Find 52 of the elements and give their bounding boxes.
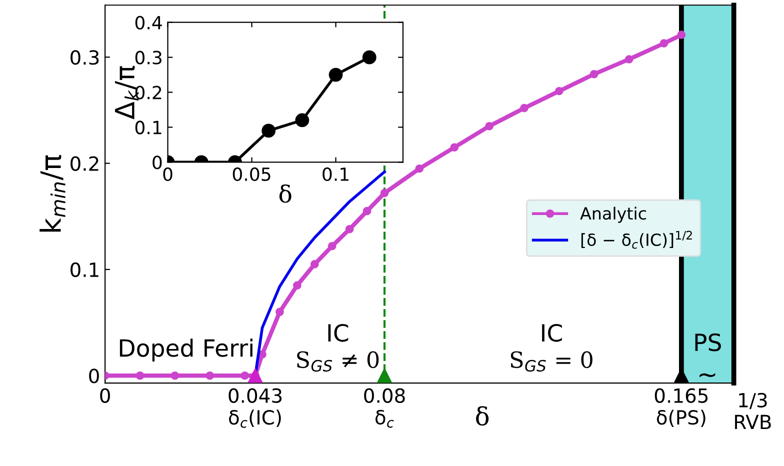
annotation: S$_{GS}$ = 0 bbox=[510, 351, 592, 372]
point bbox=[136, 371, 144, 380]
point bbox=[248, 368, 263, 383]
y-tick-label: 0.3 bbox=[135, 50, 162, 64]
point bbox=[170, 371, 180, 380]
band-label: PS bbox=[695, 333, 721, 352]
annotation: IC bbox=[542, 324, 562, 342]
y-tick-label: 0 bbox=[89, 368, 99, 384]
point bbox=[624, 55, 634, 64]
point bbox=[520, 104, 528, 112]
y-axis-title: k$_{min}$/π bbox=[40, 155, 66, 232]
point bbox=[328, 68, 343, 82]
y-tick-label: 0.1 bbox=[70, 262, 98, 278]
point bbox=[415, 164, 424, 173]
legend-label: Analytic bbox=[580, 206, 646, 223]
y-tick-label: 0.4 bbox=[135, 16, 162, 30]
x-tick-label: 0.165 δ(PS) bbox=[654, 388, 708, 428]
point bbox=[450, 143, 459, 152]
x-tick-label: 0.05 bbox=[232, 167, 270, 182]
y-tick-label: 0.3 bbox=[70, 50, 99, 65]
point bbox=[240, 371, 249, 380]
y-tick-label: 0 bbox=[152, 156, 162, 170]
x-axis-title: δ bbox=[476, 406, 489, 426]
point bbox=[310, 260, 319, 268]
annotation: IC bbox=[328, 324, 348, 342]
point bbox=[276, 308, 284, 316]
x-tick-label: 0.08 δ$_{c}$ bbox=[364, 388, 405, 428]
point bbox=[362, 206, 372, 216]
point bbox=[377, 368, 392, 383]
annotation: Doped Ferri bbox=[120, 338, 252, 362]
point bbox=[660, 39, 668, 48]
point bbox=[293, 281, 302, 290]
text: 1/3 RVB bbox=[735, 392, 771, 430]
x-tick-label: 0 bbox=[163, 167, 172, 182]
y-tick-label: 0.1 bbox=[135, 120, 162, 134]
x-tick-label: 0.043 δ$_{c}$(IC) bbox=[228, 388, 282, 428]
legend-label: [δ − δ$_{c}$(IC)]$^{1/2}$ bbox=[581, 230, 692, 249]
annotation: ~ bbox=[700, 373, 716, 378]
x-tick-label: 0 bbox=[100, 388, 110, 403]
y-tick-label: 0.2 bbox=[70, 156, 98, 171]
point bbox=[590, 70, 598, 78]
x-axis-title: δ bbox=[279, 184, 292, 203]
annotation: S$_{GS}$ ≠ 0 bbox=[297, 351, 379, 372]
point bbox=[677, 30, 686, 40]
point bbox=[328, 242, 336, 250]
point bbox=[362, 50, 376, 64]
point bbox=[206, 371, 214, 380]
point bbox=[380, 188, 389, 198]
point bbox=[345, 224, 354, 234]
point bbox=[485, 122, 494, 130]
point bbox=[555, 86, 564, 96]
x-tick-label: 0.1 bbox=[322, 167, 348, 182]
